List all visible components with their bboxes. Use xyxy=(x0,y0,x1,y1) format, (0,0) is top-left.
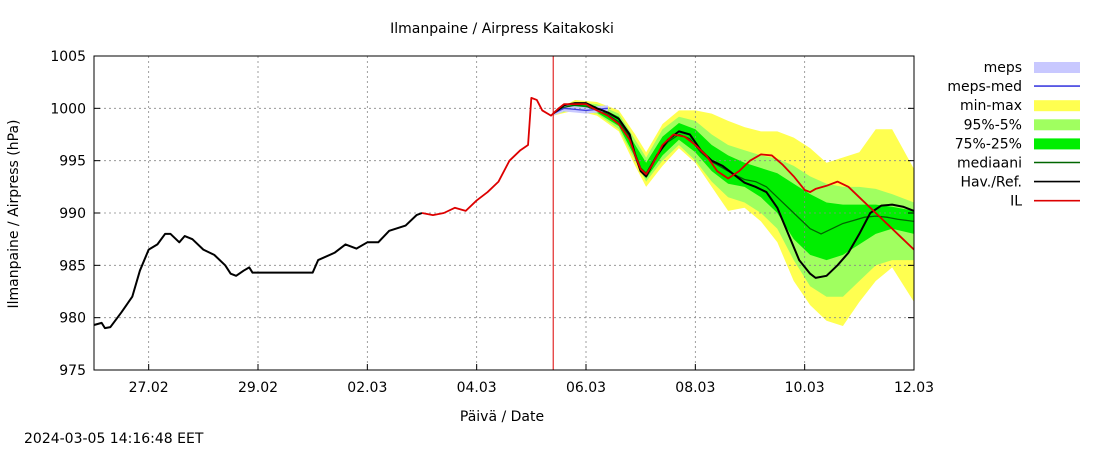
x-tick-label: 08.03 xyxy=(675,380,715,396)
legend-swatch xyxy=(1034,100,1080,112)
series-lines xyxy=(93,96,915,330)
p75-p25-band xyxy=(553,103,914,261)
observed-line xyxy=(93,212,423,330)
y-tick-label: 990 xyxy=(59,206,86,222)
legend-label: min-max xyxy=(960,98,1022,114)
y-tick-label: 975 xyxy=(59,363,86,379)
x-tick-label: 02.03 xyxy=(347,380,387,396)
x-tick-label: 27.02 xyxy=(129,380,169,396)
y-tick-label: 1000 xyxy=(50,101,86,117)
mediaani-line xyxy=(552,104,915,235)
x-tick-label: 29.02 xyxy=(238,380,278,396)
legend-swatch xyxy=(1034,138,1080,150)
legend-label: IL xyxy=(1010,194,1022,210)
x-axis-label: Päivä / Date xyxy=(460,409,544,425)
chart-title: Ilmanpaine / Airpress Kaitakoski xyxy=(390,21,614,37)
y-tick-label: 980 xyxy=(59,311,86,327)
legend-swatch xyxy=(1034,119,1080,131)
x-tick-label: 06.03 xyxy=(566,380,606,396)
y-tick-label: 995 xyxy=(59,154,86,170)
y-tick-label: 1005 xyxy=(50,49,86,65)
x-tick-label: 04.03 xyxy=(457,380,497,396)
y-axis-label: Ilmanpaine / Airpress (hPa) xyxy=(6,120,22,309)
legend-label: mediaani xyxy=(957,156,1022,172)
grid-lines xyxy=(94,56,914,370)
legend-swatch xyxy=(1034,62,1080,73)
x-tick-label: 10.03 xyxy=(785,380,825,396)
legend: meps meps-med min-max 95%-5% 75%-25% mediaani… xyxy=(947,60,1080,210)
legend-label: 95%-5% xyxy=(964,117,1022,133)
timestamp-label: 2024-03-05 14:16:48 EET xyxy=(24,431,204,447)
legend-label: Hav./Ref. xyxy=(960,175,1022,191)
reference-forecast-line xyxy=(552,102,915,279)
il-line xyxy=(421,96,915,251)
y-axis-ticks: 975 980 985 990 995 1000 1005 xyxy=(50,49,914,379)
y-tick-label: 985 xyxy=(59,258,86,274)
legend-label: meps xyxy=(984,60,1022,76)
legend-label: 75%-25% xyxy=(955,136,1022,152)
legend-label: meps-med xyxy=(947,79,1022,95)
x-tick-label: 12.03 xyxy=(894,380,934,396)
x-axis-ticks: 27.02 29.02 02.03 04.03 06.03 08.03 10.03 12.03 xyxy=(129,364,934,396)
